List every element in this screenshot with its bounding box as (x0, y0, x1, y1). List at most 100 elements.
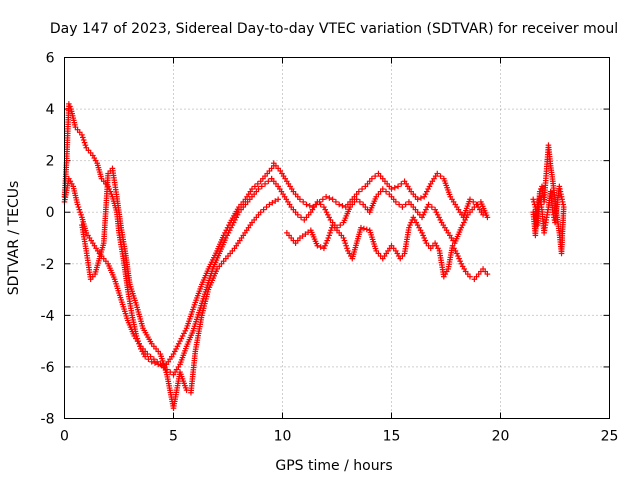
data-point (353, 196, 360, 203)
data-point (80, 137, 87, 143)
data-point (326, 214, 332, 221)
data-point (391, 184, 398, 191)
data-point (420, 232, 426, 239)
data-point (484, 271, 491, 277)
data-point (467, 196, 473, 203)
data-point (314, 242, 321, 249)
data-point (536, 188, 543, 195)
data-point (297, 196, 303, 203)
data-point (421, 235, 427, 241)
data-point (456, 255, 462, 262)
data-point (432, 206, 438, 213)
data-point (67, 103, 73, 110)
data-point (257, 209, 264, 216)
data-point (298, 214, 304, 221)
data-point (317, 201, 324, 208)
data-point (294, 211, 301, 218)
x-tick-label: 15 (383, 429, 401, 445)
data-point (336, 201, 342, 208)
data-point (419, 230, 425, 236)
data-point (425, 201, 432, 208)
data-point (147, 353, 154, 360)
y-axis-label: SDTVAR / TECUs (6, 181, 22, 296)
data-point (326, 195, 333, 201)
data-point (433, 209, 440, 216)
data-point (300, 199, 307, 205)
y-tick-label: 0 (46, 205, 55, 221)
data-point (420, 211, 427, 218)
data-point (406, 224, 412, 231)
data-point (272, 198, 279, 204)
data-point (333, 199, 339, 205)
data-point (423, 206, 429, 213)
data-point (339, 202, 346, 209)
data-point (174, 343, 181, 350)
data-point (356, 188, 362, 195)
data-point (358, 224, 364, 231)
x-tick-label: 25 (601, 429, 619, 445)
data-point (407, 222, 413, 228)
chart-title: Day 147 of 2023, Sidereal Day-to-day VTE… (50, 21, 618, 37)
data-point (173, 346, 179, 352)
y-tick-label: -2 (41, 257, 55, 273)
data-point (252, 183, 258, 190)
data-point (426, 183, 433, 190)
data-point (323, 240, 329, 246)
data-point (467, 273, 473, 280)
x-tick-label: 10 (274, 429, 292, 445)
data-point (342, 240, 349, 246)
data-point (530, 209, 536, 216)
data-point (75, 204, 82, 210)
data-point (254, 181, 261, 187)
data-point (325, 211, 331, 218)
data-point (461, 219, 467, 226)
data-point (258, 183, 265, 190)
data-point (425, 186, 431, 192)
data-point (437, 217, 444, 223)
data-point (421, 193, 427, 200)
data-point (66, 101, 72, 107)
data-point (434, 170, 441, 177)
data-point (325, 235, 332, 241)
data-point (320, 196, 326, 203)
data-point (337, 222, 344, 228)
data-point (455, 253, 461, 259)
data-point (275, 196, 281, 203)
data-point (306, 202, 313, 209)
data-point (388, 186, 395, 192)
data-point (402, 201, 409, 208)
data-point (323, 193, 329, 200)
data-point (429, 204, 435, 210)
data-point (76, 206, 83, 213)
data-point (414, 196, 421, 203)
data-point (178, 335, 185, 342)
data-point (77, 209, 83, 216)
data-point (344, 245, 350, 252)
data-point (81, 139, 88, 146)
data-point (322, 206, 329, 213)
data-point (329, 196, 336, 203)
data-point (74, 201, 81, 208)
data-point (408, 219, 414, 226)
data-point (457, 258, 463, 265)
y-tick-label: 2 (46, 154, 55, 170)
data-point (324, 237, 330, 244)
data-point (471, 204, 478, 210)
plot-frame (64, 57, 610, 419)
y-tick-label: 4 (46, 102, 55, 118)
data-point (79, 132, 85, 138)
data-point (395, 183, 401, 190)
data-point (424, 188, 430, 195)
data-point (266, 201, 273, 208)
data-point (326, 232, 332, 239)
data-point (321, 204, 327, 210)
data-point (418, 195, 424, 201)
grid-lines (64, 57, 610, 419)
data-point (434, 211, 441, 218)
data-point (175, 340, 182, 347)
y-tick-label: 6 (46, 51, 55, 67)
data-point (361, 225, 367, 232)
y-tick-label: -8 (41, 412, 55, 428)
data-point (396, 201, 402, 208)
